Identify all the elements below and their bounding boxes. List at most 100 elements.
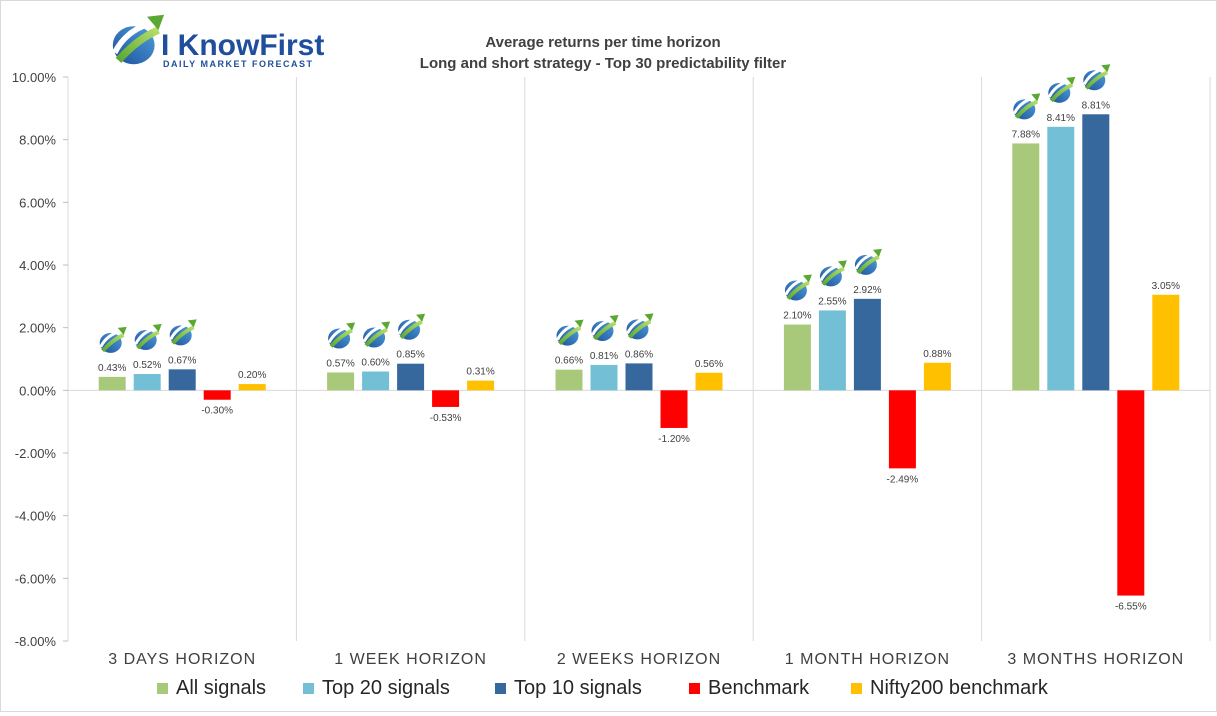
data-label: 0.67% — [168, 355, 196, 366]
legend-swatch — [689, 683, 700, 694]
data-label: 0.86% — [625, 349, 653, 360]
category-label: 1 MONTH HORIZON — [785, 651, 950, 668]
bar — [467, 380, 495, 391]
bar — [397, 363, 425, 391]
bar — [818, 310, 846, 391]
logo-marker-icon — [361, 319, 393, 350]
bar — [98, 376, 126, 391]
data-label: -6.55% — [1115, 602, 1147, 613]
data-label: 0.85% — [396, 350, 424, 361]
legend-label: All signals — [176, 677, 266, 699]
data-label: 8.41% — [1047, 113, 1075, 124]
legend-label: Nifty200 benchmark — [870, 677, 1049, 699]
category-label: 2 WEEKS HORIZON — [557, 651, 721, 668]
logo-globe-icon — [113, 15, 164, 64]
y-tick-label: 6.00% — [19, 195, 56, 210]
bar — [1012, 143, 1040, 391]
bar — [1117, 390, 1145, 596]
bar — [695, 372, 723, 391]
logo-marker-icon — [554, 317, 586, 348]
y-tick-label: -6.00% — [15, 571, 57, 586]
chart-title: Average returns per time horizon — [485, 34, 720, 51]
legend-swatch — [157, 683, 168, 694]
brand-logo: I KnowFirst Daily Market Forecast — [113, 15, 324, 69]
y-tick-label: 4.00% — [19, 258, 56, 273]
legend: All signals Top 20 signals Top 10 signals B… — [157, 677, 1049, 699]
category-label: 3 DAYS HORIZON — [108, 651, 256, 668]
logo-marker-icon — [782, 272, 814, 303]
bar — [783, 324, 811, 391]
legend-swatch — [495, 683, 506, 694]
legend-swatch — [851, 683, 862, 694]
bar — [133, 374, 161, 391]
data-label: 0.20% — [238, 370, 266, 381]
data-label: -0.30% — [201, 406, 233, 417]
bar — [660, 390, 688, 428]
logo-marker-icon — [132, 322, 164, 353]
category-label: 3 MONTHS HORIZON — [1007, 651, 1184, 668]
bar — [1047, 126, 1075, 391]
logo-marker-icon — [624, 311, 656, 342]
logo-marker-icon — [396, 311, 428, 342]
bar — [853, 298, 881, 391]
logo-marker-icon — [1011, 91, 1043, 122]
y-tick-label: -2.00% — [15, 446, 57, 461]
logo-tagline: Daily Market Forecast — [163, 59, 314, 69]
bar — [923, 362, 951, 391]
logo-marker-icon — [326, 320, 358, 351]
bar — [888, 390, 916, 469]
bar — [203, 390, 231, 400]
legend-label: Top 10 signals — [514, 677, 642, 699]
data-label: 0.60% — [361, 358, 389, 369]
legend-label: Benchmark — [708, 677, 810, 699]
data-label: 0.31% — [466, 367, 494, 378]
logo-marker-icon — [167, 317, 199, 348]
data-label: 0.88% — [923, 349, 951, 360]
data-label: 0.57% — [326, 358, 354, 369]
category-label: 1 WEEK HORIZON — [334, 651, 487, 668]
y-tick-label: -8.00% — [15, 634, 57, 649]
data-label: 0.52% — [133, 360, 161, 371]
bar — [1152, 294, 1180, 391]
data-label: 0.43% — [98, 363, 126, 374]
y-tick-label: 8.00% — [19, 133, 56, 148]
legend-label: Top 20 signals — [322, 677, 450, 699]
data-label: -0.53% — [430, 413, 462, 424]
y-tick-label: -4.00% — [15, 509, 57, 524]
bar — [555, 369, 583, 391]
bars — [98, 114, 1180, 596]
bar — [590, 364, 618, 391]
logo-marker-icon — [1046, 74, 1078, 105]
logo-marker-icon — [1081, 62, 1113, 93]
data-label: 2.92% — [853, 285, 881, 296]
data-label: 2.10% — [783, 311, 811, 322]
chart-subtitle: Long and short strategy - Top 30 predict… — [420, 55, 787, 72]
logo-markers — [97, 62, 1113, 355]
data-label: 8.81% — [1082, 100, 1110, 111]
data-label: 3.05% — [1152, 281, 1180, 292]
y-tick-label: 10.00% — [12, 70, 57, 85]
y-tick-label: 2.00% — [19, 321, 56, 336]
bar — [168, 369, 196, 391]
data-label: 2.55% — [818, 296, 846, 307]
bar — [327, 372, 355, 391]
data-label: 0.81% — [590, 351, 618, 362]
data-label: 0.66% — [555, 356, 583, 367]
logo-marker-icon — [817, 258, 849, 289]
bar — [238, 384, 266, 391]
bar — [362, 371, 390, 391]
data-label: -2.49% — [887, 474, 919, 485]
data-label: 7.88% — [1012, 129, 1040, 140]
legend-swatch — [303, 683, 314, 694]
data-labels: 0.43% 0.52% 0.67% -0.30% 0.20% 0.57% 0.60% 0.85… — [98, 100, 1180, 612]
data-label: 0.56% — [695, 359, 723, 370]
bar — [432, 390, 460, 407]
y-tick-label: 0.00% — [19, 383, 56, 398]
data-label: -1.20% — [658, 434, 690, 445]
logo-marker-icon — [589, 312, 621, 343]
bar — [1082, 114, 1110, 391]
x-axis-labels: 3 DAYS HORIZON 1 WEEK HORIZON 2 WEEKS HORI… — [108, 651, 1184, 668]
bar — [625, 363, 653, 391]
